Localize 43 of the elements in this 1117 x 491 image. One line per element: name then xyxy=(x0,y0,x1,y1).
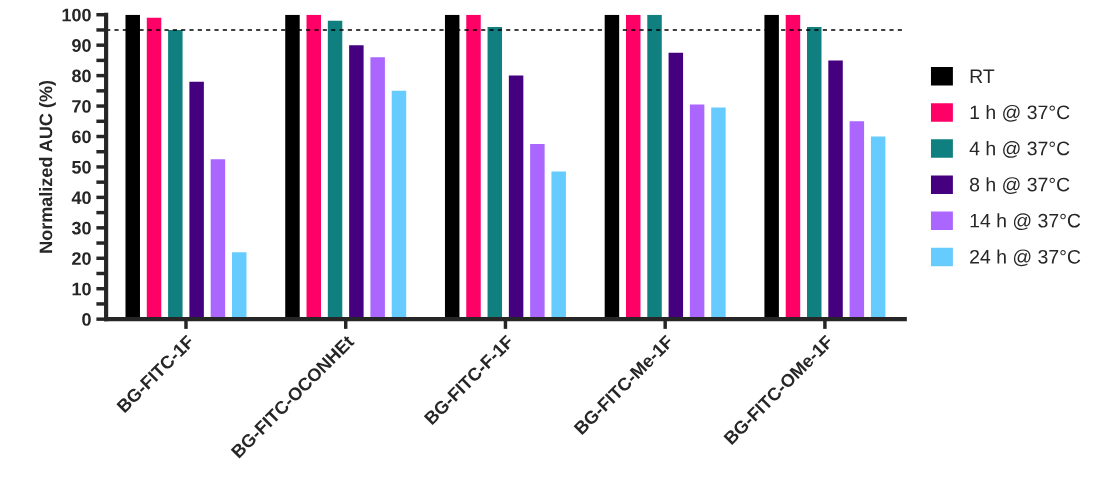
bar xyxy=(370,57,385,320)
y-tick-label: 20 xyxy=(72,252,91,265)
bar xyxy=(210,159,226,320)
y-tick-label: 0 xyxy=(82,313,91,326)
bar xyxy=(508,75,524,320)
bar xyxy=(146,17,162,320)
bar xyxy=(327,20,343,320)
bar xyxy=(870,136,886,320)
legend-label: RT xyxy=(970,69,995,83)
legend-label: 14 h @ 37°C xyxy=(970,213,1081,231)
y-tick-label: 90 xyxy=(72,39,91,52)
bar xyxy=(625,14,641,320)
legend-label: 24 h @ 37°C xyxy=(970,249,1081,267)
y-tick-label: 10 xyxy=(72,282,91,296)
bar xyxy=(849,121,865,320)
bar xyxy=(487,26,503,320)
y-tick-label: 80 xyxy=(72,69,91,83)
bar xyxy=(785,14,801,320)
y-tick-label: 70 xyxy=(72,99,91,113)
bar xyxy=(711,107,726,320)
bar xyxy=(530,144,545,320)
bar xyxy=(168,29,183,320)
bar xyxy=(647,14,662,320)
y-tick-label: 100 xyxy=(62,8,91,22)
y-tick-label: 40 xyxy=(71,191,91,205)
y-tick-label: 50 xyxy=(72,160,91,174)
legend-label: 8 h @ 37°C xyxy=(969,177,1070,194)
bar xyxy=(391,90,407,320)
legend-label: 4 h @ 37°C xyxy=(969,141,1070,158)
bar xyxy=(349,45,364,320)
bar xyxy=(807,26,822,320)
y-tick-label: 60 xyxy=(72,130,91,144)
bar xyxy=(189,81,204,320)
bar xyxy=(306,14,322,320)
y-tick-label: 30 xyxy=(71,221,91,235)
bar xyxy=(466,14,481,320)
bar xyxy=(828,60,843,320)
bar xyxy=(689,104,705,320)
legend-label: 1 h @ 37°C xyxy=(970,104,1070,122)
bar xyxy=(551,171,566,320)
bar xyxy=(668,52,684,320)
bar xyxy=(231,252,247,320)
y-axis-title: Normalized AUC (%) xyxy=(39,80,56,253)
